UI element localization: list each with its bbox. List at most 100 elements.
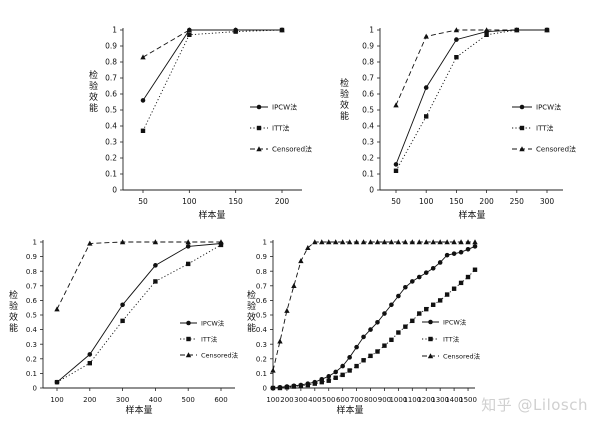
data-point-series-1	[140, 98, 146, 103]
data-point-series-2	[361, 358, 366, 363]
legend-marker-3	[256, 146, 262, 152]
x-tick-label: 300	[294, 396, 307, 404]
y-tick-label: 1	[263, 239, 267, 247]
data-point-series-1	[382, 311, 387, 316]
data-point-series-3	[346, 239, 353, 245]
data-point-series-1	[361, 334, 366, 340]
data-point-series-2	[284, 385, 290, 390]
data-point-series-1	[368, 327, 373, 332]
x-tick-label: 100	[266, 396, 279, 404]
series-line-1	[56, 243, 222, 383]
data-point-series-3	[472, 239, 478, 245]
data-point-series-2	[410, 318, 415, 324]
data-point-series-2	[437, 298, 443, 303]
legend-marker-2	[428, 336, 433, 342]
x-tick-label: 400	[308, 396, 321, 404]
data-point-series-1	[153, 263, 158, 268]
y-tick-label: 0.5	[362, 106, 374, 115]
data-point-series-3	[444, 239, 450, 245]
y-tick-label: 0.8	[105, 58, 117, 67]
data-point-series-2	[472, 267, 478, 272]
y-tick-label: 0	[369, 186, 374, 195]
data-point-series-1	[120, 302, 125, 308]
x-tick-label: 300	[116, 396, 129, 404]
data-point-series-1	[410, 279, 415, 284]
data-point-series-2	[451, 286, 457, 291]
data-point-series-2	[465, 274, 471, 280]
legend-marker-2	[186, 336, 191, 342]
y-tick-label: 0.6	[26, 297, 38, 305]
data-point-series-3	[119, 239, 126, 245]
y-tick-label: 0.7	[256, 282, 267, 290]
legend-label-2: ITT法	[201, 335, 218, 344]
y-axis-label: 检验效能	[338, 77, 349, 122]
x-tick-label: 600	[214, 396, 227, 404]
x-tick-label: 200	[479, 197, 494, 206]
x-tick-label: 1200	[417, 396, 435, 404]
data-point-series-3	[423, 33, 429, 39]
data-point-series-3	[416, 239, 422, 245]
y-tick-label: 0.4	[256, 326, 268, 334]
y-tick-label: 0.2	[105, 154, 117, 163]
y-tick-label: 0.2	[26, 355, 37, 363]
data-point-series-3	[409, 239, 416, 245]
data-point-series-3	[374, 239, 381, 245]
data-point-series-3	[423, 239, 429, 245]
legend-label-3: Censored法	[536, 145, 576, 154]
data-point-series-1	[423, 270, 429, 275]
data-point-series-3	[305, 245, 311, 251]
data-point-series-1	[403, 284, 408, 290]
series-line-1	[395, 29, 547, 165]
data-point-series-1	[416, 274, 422, 280]
y-axis-label: 检验效能	[7, 289, 18, 334]
data-point-series-1	[444, 252, 450, 258]
data-point-series-3	[218, 239, 224, 245]
y-tick-label: 0.6	[362, 90, 374, 99]
data-point-series-3	[544, 27, 550, 33]
data-point-series-3	[185, 239, 191, 245]
y-tick-label: 0.5	[256, 312, 267, 320]
y-tick-label: 0.1	[105, 170, 117, 179]
legend-marker-1	[186, 320, 191, 326]
data-point-series-3	[430, 239, 436, 245]
data-point-series-1	[458, 249, 464, 255]
y-tick-label: 0.9	[256, 253, 267, 261]
y-tick-label: 0.7	[362, 74, 374, 83]
data-point-series-2	[319, 379, 324, 385]
x-tick-label: 250	[510, 197, 525, 206]
y-tick-label: 0.4	[362, 122, 374, 131]
data-point-series-2	[396, 330, 401, 335]
data-point-series-1	[423, 85, 429, 90]
data-point-series-3	[298, 258, 304, 264]
y-tick-label: 0.6	[105, 90, 117, 99]
data-point-series-1	[454, 37, 459, 42]
data-point-series-3	[339, 239, 346, 245]
legend-marker-3	[519, 146, 525, 152]
data-point-series-2	[389, 337, 394, 343]
y-tick-label: 0.2	[362, 154, 374, 163]
legend-label-1: IPCW法	[272, 103, 297, 112]
x-tick-label: 600	[336, 396, 349, 404]
x-tick-label: 50	[391, 197, 401, 206]
series-line-2	[395, 29, 547, 172]
data-point-series-1	[389, 302, 394, 308]
data-point-series-2	[347, 368, 352, 373]
data-point-series-3	[367, 239, 374, 245]
x-tick-label: 100	[182, 197, 197, 206]
y-tick-label: 0.7	[26, 282, 37, 290]
data-point-series-2	[153, 279, 158, 284]
legend-label-1: IPCW法	[201, 319, 225, 328]
y-tick-label: 0.5	[26, 312, 37, 320]
data-point-series-2	[484, 32, 489, 37]
data-point-series-3	[395, 239, 402, 245]
x-tick-label: 200	[83, 396, 96, 404]
y-tick-label: 0.8	[362, 58, 374, 67]
legend-marker-1	[519, 104, 525, 110]
x-tick-label: 1400	[445, 396, 463, 404]
data-point-series-1	[430, 265, 436, 271]
series-line-2	[56, 244, 222, 383]
series-line-1	[272, 245, 476, 389]
data-point-series-3	[291, 283, 297, 288]
